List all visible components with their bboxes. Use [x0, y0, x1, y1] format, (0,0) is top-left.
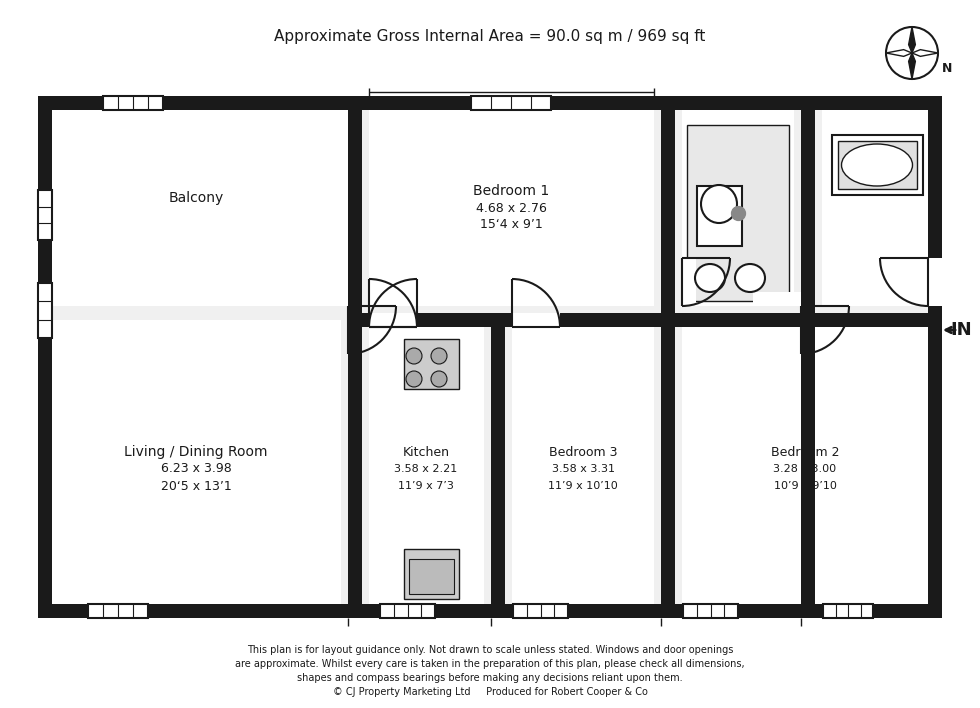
- Bar: [928, 96, 942, 618]
- Circle shape: [406, 348, 422, 364]
- Bar: [512, 313, 560, 327]
- Text: 3.28 x 3.00: 3.28 x 3.00: [773, 464, 837, 474]
- Bar: [801, 313, 815, 618]
- Polygon shape: [908, 53, 915, 79]
- Bar: [300, 292, 348, 306]
- Text: N: N: [942, 62, 953, 75]
- Bar: [103, 96, 163, 110]
- Bar: [661, 96, 675, 327]
- Ellipse shape: [695, 264, 725, 292]
- Ellipse shape: [735, 264, 765, 292]
- Text: IN: IN: [950, 321, 971, 339]
- Bar: [404, 549, 459, 599]
- Bar: [513, 604, 568, 618]
- Text: Balcony: Balcony: [169, 191, 223, 205]
- Bar: [38, 190, 52, 240]
- Bar: [491, 313, 505, 618]
- Bar: [52, 96, 355, 306]
- Ellipse shape: [701, 185, 737, 223]
- Bar: [471, 96, 551, 110]
- Bar: [683, 604, 738, 618]
- Text: 11’9 x 7’3: 11’9 x 7’3: [398, 481, 454, 491]
- Text: 15‘4 x 9’1: 15‘4 x 9’1: [479, 219, 542, 232]
- Bar: [38, 283, 52, 338]
- Bar: [369, 313, 417, 327]
- Bar: [38, 96, 942, 110]
- Text: 4.68 x 2.76: 4.68 x 2.76: [475, 202, 547, 215]
- Bar: [355, 313, 942, 327]
- Circle shape: [431, 348, 447, 364]
- Bar: [380, 604, 435, 618]
- Bar: [832, 135, 923, 195]
- Polygon shape: [908, 27, 915, 53]
- Polygon shape: [912, 50, 938, 57]
- Bar: [687, 125, 789, 301]
- Text: 10’9 x 9’10: 10’9 x 9’10: [773, 481, 837, 491]
- Bar: [38, 604, 942, 618]
- Bar: [103, 96, 163, 110]
- Bar: [409, 559, 454, 594]
- Circle shape: [406, 371, 422, 387]
- Text: This plan is for layout guidance only. Not drawn to scale unless stated. Windows: This plan is for layout guidance only. N…: [247, 645, 733, 655]
- Bar: [38, 283, 52, 338]
- Ellipse shape: [842, 144, 912, 186]
- Bar: [38, 96, 52, 618]
- Circle shape: [431, 371, 447, 387]
- Bar: [38, 190, 52, 240]
- Text: 20‘5 x 13’1: 20‘5 x 13’1: [161, 479, 231, 493]
- Bar: [369, 320, 484, 604]
- Text: 6.23 x 3.98: 6.23 x 3.98: [161, 462, 231, 476]
- Bar: [348, 313, 362, 618]
- Text: 3.58 x 3.31: 3.58 x 3.31: [552, 464, 614, 474]
- Bar: [697, 186, 742, 246]
- Text: © CJ Property Marketing Ltd     Produced for Robert Cooper & Co: © CJ Property Marketing Ltd Produced for…: [332, 687, 648, 697]
- Bar: [471, 96, 551, 110]
- Text: Living / Dining Room: Living / Dining Room: [124, 445, 268, 459]
- Bar: [822, 96, 928, 306]
- Text: shapes and compass bearings before making any decisions reliant upon them.: shapes and compass bearings before makin…: [297, 673, 683, 683]
- Bar: [838, 141, 917, 189]
- Bar: [513, 604, 568, 618]
- Bar: [682, 96, 794, 306]
- Text: Kitchen: Kitchen: [403, 445, 450, 459]
- Bar: [753, 292, 801, 306]
- Bar: [512, 320, 654, 604]
- Bar: [88, 604, 148, 618]
- Bar: [682, 320, 928, 604]
- Text: Bedroom 3: Bedroom 3: [549, 445, 617, 459]
- Text: Bedroom 2: Bedroom 2: [770, 445, 839, 459]
- Text: are approximate. Whilst every care is taken in the preparation of this plan, ple: are approximate. Whilst every care is ta…: [235, 659, 745, 669]
- Text: 11’9 x 10’10: 11’9 x 10’10: [548, 481, 617, 491]
- Bar: [928, 258, 942, 306]
- Bar: [369, 313, 417, 327]
- Bar: [404, 339, 459, 389]
- Text: Approximate Gross Internal Area = 90.0 sq m / 969 sq ft: Approximate Gross Internal Area = 90.0 s…: [274, 28, 706, 43]
- Text: 3.58 x 2.21: 3.58 x 2.21: [394, 464, 458, 474]
- Bar: [380, 604, 435, 618]
- Polygon shape: [886, 50, 912, 57]
- Bar: [823, 604, 873, 618]
- Bar: [348, 96, 362, 327]
- Bar: [682, 258, 696, 306]
- Bar: [823, 604, 873, 618]
- Bar: [801, 96, 815, 327]
- Bar: [661, 313, 675, 618]
- Bar: [38, 96, 942, 618]
- Bar: [52, 320, 341, 604]
- Bar: [369, 96, 654, 306]
- Bar: [683, 604, 738, 618]
- Text: Bedroom 1: Bedroom 1: [473, 184, 549, 198]
- Bar: [88, 604, 148, 618]
